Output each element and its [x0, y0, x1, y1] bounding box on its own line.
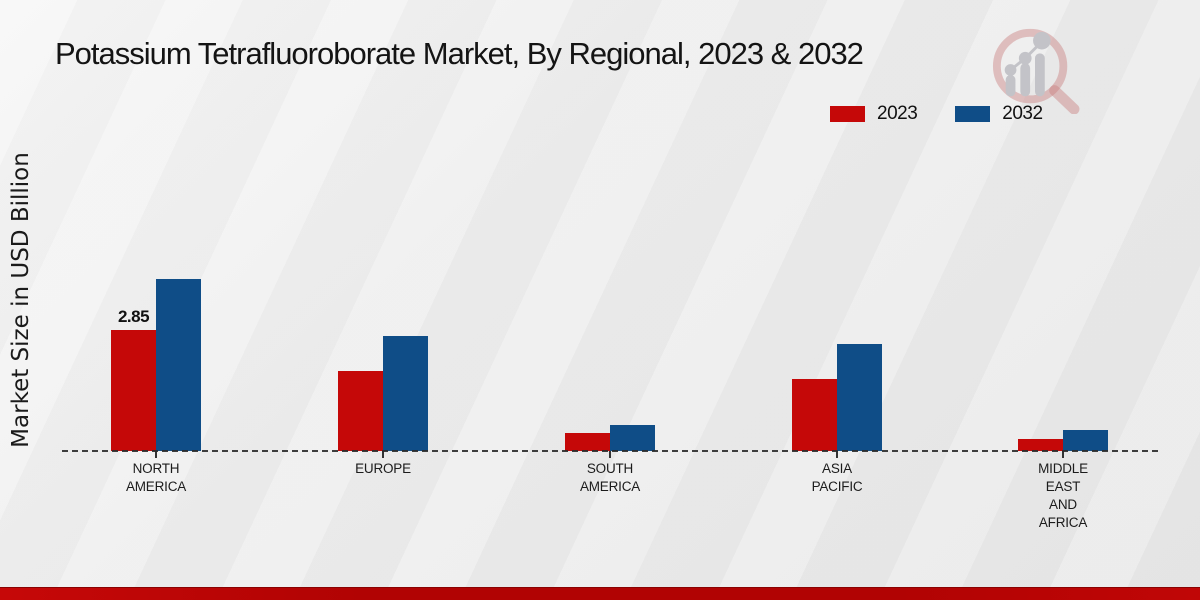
category-label-europe: EUROPE: [355, 461, 411, 476]
bar-2023-europe: [338, 371, 383, 451]
bar-2023-north-america: [111, 330, 156, 451]
x-axis-tick-asia-pacific: [836, 451, 838, 458]
magnifier-bar-chart-logo: [992, 28, 1080, 114]
x-axis-tick-north-america: [155, 451, 157, 458]
category-label-middle-east-and-africa: MIDDLE EAST AND AFRICA: [1038, 461, 1088, 530]
x-axis-tick-south-america: [609, 451, 611, 458]
x-axis-tick-middle-east-and-africa: [1062, 451, 1064, 458]
bar-2032-south-america: [610, 425, 655, 451]
legend-swatch-2032: [955, 106, 991, 122]
growth-bars-icon: [1005, 53, 1045, 97]
legend-item-2023: 2023: [830, 103, 918, 125]
bar-2032-middle-east-and-africa: [1063, 430, 1108, 451]
legend-label-2032: 2032: [1002, 103, 1043, 124]
category-label-asia-pacific: ASIA PACIFIC: [811, 461, 863, 494]
category-label-north-america: NORTH AMERICA: [125, 461, 187, 494]
bar-value-label-2023-north-america: 2.85: [117, 307, 150, 326]
legend: 2023 2032: [830, 103, 1043, 125]
legend-item-2032: 2032: [955, 103, 1043, 125]
bar-2023-asia-pacific: [792, 379, 837, 451]
category-label-south-america: SOUTH AMERICA: [579, 461, 641, 494]
magnifier-icon: [992, 28, 1080, 114]
x-axis-tick-europe: [382, 451, 384, 458]
bar-2023-south-america: [565, 433, 610, 451]
chart-title: Potassium Tetrafluoroborate Market, By R…: [55, 36, 864, 71]
footer-red-band: [0, 587, 1200, 600]
bar-2023-middle-east-and-africa: [1018, 439, 1063, 451]
legend-swatch-2023: [830, 106, 865, 122]
bar-2032-europe: [383, 336, 428, 451]
bar-2032-asia-pacific: [837, 344, 882, 451]
baseline-dashed-line: [62, 450, 1158, 452]
trend-line-icon: [1004, 31, 1051, 76]
legend-label-2023: 2023: [877, 103, 918, 124]
bar-2032-north-america: [156, 279, 201, 451]
